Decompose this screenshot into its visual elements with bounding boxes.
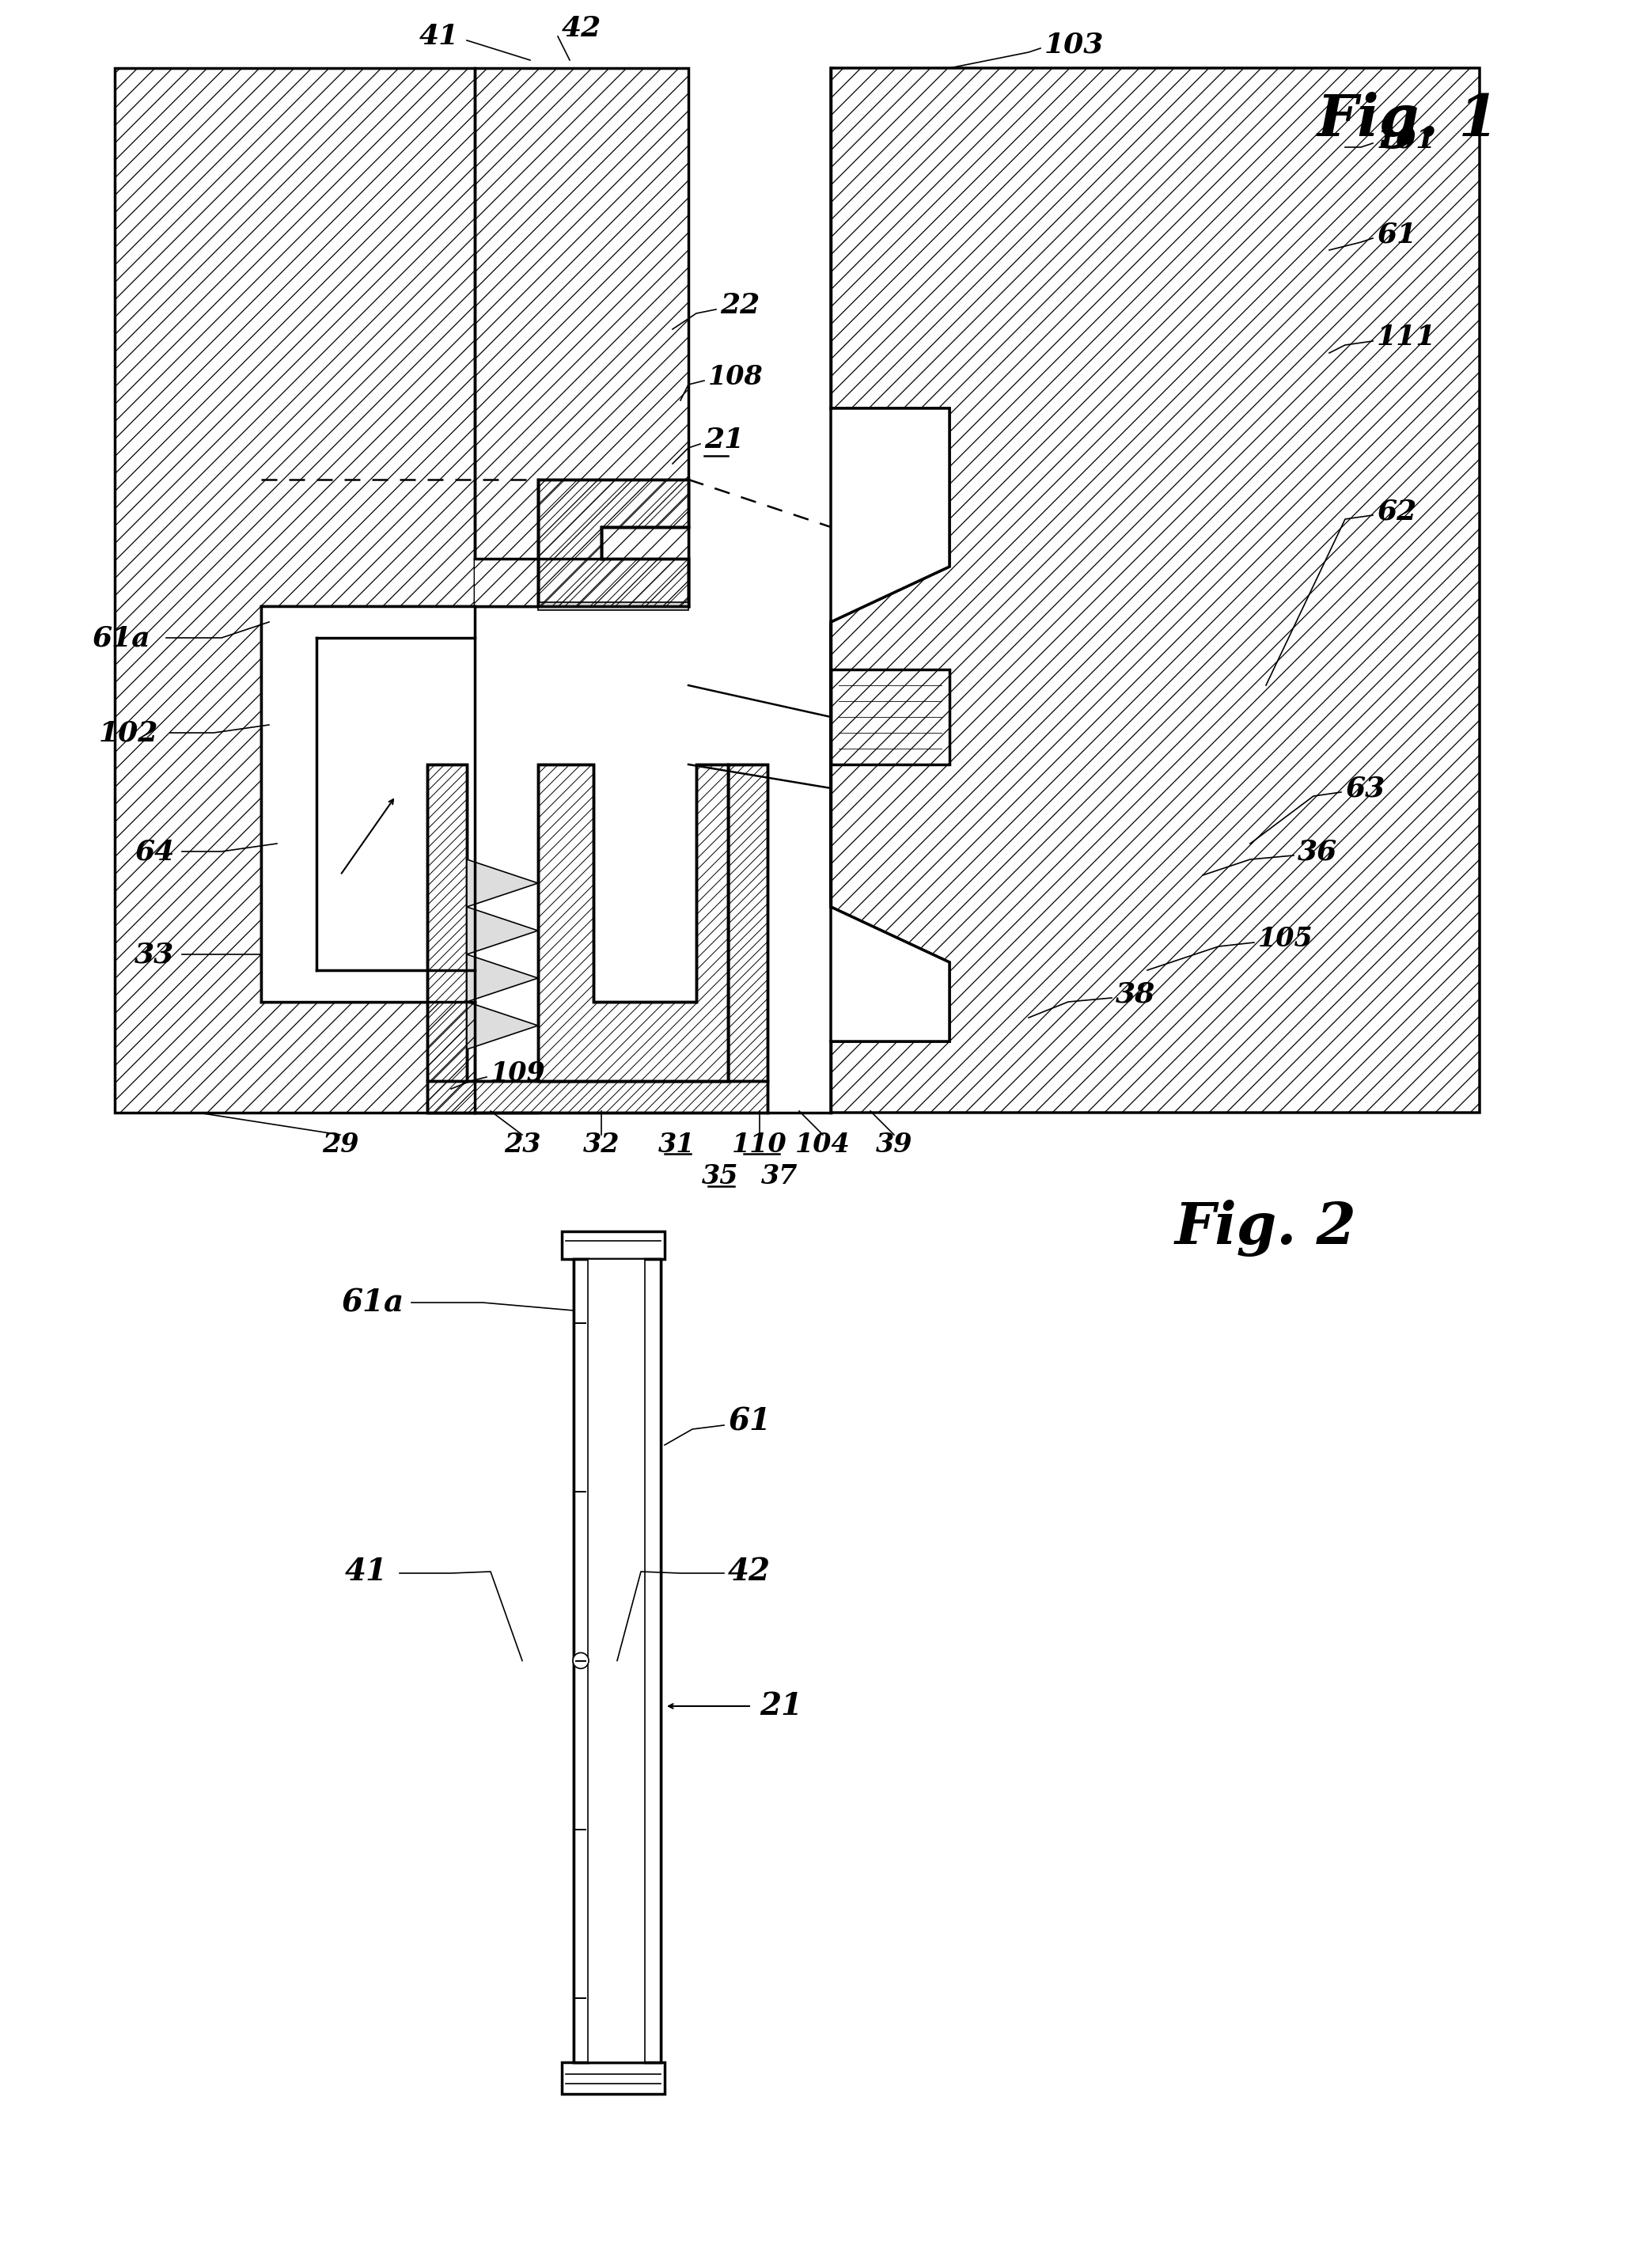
Polygon shape xyxy=(561,1232,665,1259)
Text: 35: 35 xyxy=(702,1163,738,1188)
Text: 38: 38 xyxy=(1115,980,1156,1007)
Text: 103: 103 xyxy=(1044,32,1104,57)
Text: 21: 21 xyxy=(759,1692,802,1721)
Text: 41: 41 xyxy=(420,23,459,50)
Text: 61: 61 xyxy=(728,1406,771,1436)
Polygon shape xyxy=(262,606,475,1002)
Polygon shape xyxy=(561,2062,665,2093)
Polygon shape xyxy=(574,1259,660,2062)
Text: Fig. 2: Fig. 2 xyxy=(1176,1200,1356,1256)
Polygon shape xyxy=(428,764,767,1114)
Text: 101: 101 xyxy=(1377,125,1436,152)
Text: 110: 110 xyxy=(732,1132,787,1157)
Text: 108: 108 xyxy=(709,363,763,390)
Text: 61a: 61a xyxy=(93,624,150,651)
Text: 39: 39 xyxy=(876,1132,912,1157)
Polygon shape xyxy=(831,669,950,764)
Polygon shape xyxy=(574,1259,589,2062)
Polygon shape xyxy=(538,479,688,606)
Text: 42: 42 xyxy=(561,16,602,41)
Polygon shape xyxy=(467,860,538,907)
Text: 22: 22 xyxy=(720,293,759,320)
Text: 32: 32 xyxy=(584,1132,620,1157)
Text: Fig. 1: Fig. 1 xyxy=(1317,91,1499,150)
Text: 104: 104 xyxy=(795,1132,850,1157)
Polygon shape xyxy=(467,907,538,955)
Text: 33: 33 xyxy=(135,941,174,968)
Text: 63: 63 xyxy=(1345,776,1385,801)
Circle shape xyxy=(572,1653,589,1669)
Polygon shape xyxy=(831,408,950,1041)
Text: 111: 111 xyxy=(1377,324,1436,352)
Polygon shape xyxy=(467,1002,538,1050)
Text: 41: 41 xyxy=(345,1556,387,1588)
Polygon shape xyxy=(467,955,538,1002)
Text: 37: 37 xyxy=(761,1163,798,1188)
Polygon shape xyxy=(475,526,688,606)
Text: 102: 102 xyxy=(99,719,158,746)
Text: 109: 109 xyxy=(491,1059,546,1086)
Polygon shape xyxy=(538,603,688,610)
Text: 29: 29 xyxy=(322,1132,359,1157)
Text: 36: 36 xyxy=(1298,839,1338,864)
Text: 61a: 61a xyxy=(341,1288,403,1318)
Polygon shape xyxy=(646,1259,660,2062)
Text: 62: 62 xyxy=(1377,497,1416,524)
Text: 31: 31 xyxy=(659,1132,694,1157)
Text: 64: 64 xyxy=(135,839,174,864)
Polygon shape xyxy=(538,764,728,1082)
Polygon shape xyxy=(589,1259,646,2062)
Text: 42: 42 xyxy=(728,1556,771,1588)
Text: 23: 23 xyxy=(504,1132,540,1157)
Text: 105: 105 xyxy=(1259,925,1314,953)
Text: 61: 61 xyxy=(1377,220,1416,247)
Text: 21: 21 xyxy=(704,426,745,454)
